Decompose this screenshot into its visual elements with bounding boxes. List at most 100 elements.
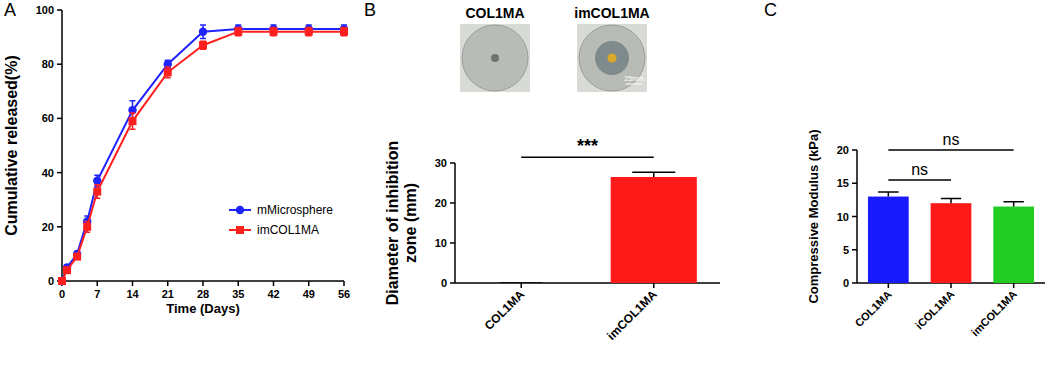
marker [199, 41, 207, 49]
error-bar [941, 199, 961, 204]
significance-line [521, 156, 654, 158]
y-tick [450, 282, 455, 284]
significance-line [888, 149, 1013, 151]
y-tick-label: 20 [435, 197, 447, 209]
x-tick [653, 283, 655, 288]
y-axis [61, 10, 63, 281]
bar [931, 203, 972, 283]
error-bar [341, 28, 347, 36]
category-label: iCOL1MA [913, 288, 957, 332]
significance-label: ns [911, 161, 928, 178]
marker [58, 277, 66, 285]
significance-label: *** [577, 136, 598, 156]
plot-area [868, 192, 1034, 283]
y-tick-label: 10 [435, 237, 447, 249]
y-axis-label: Diameter of inhibitionzone (mm) [384, 141, 419, 305]
petri-dish [462, 25, 528, 91]
panel-letter: C [764, 0, 777, 20]
y-tick [450, 162, 455, 164]
y-axis-label-line: Diameter of inhibition [384, 141, 401, 305]
y-tick [450, 202, 455, 204]
error-bar [84, 221, 90, 232]
y-tick [57, 118, 62, 120]
x-tick-label: 28 [197, 288, 209, 300]
error-bar [94, 185, 100, 199]
y-axis [454, 163, 456, 283]
bar [478, 283, 564, 284]
image-label: imCOL1MA [574, 5, 649, 21]
marker [199, 27, 207, 35]
y-tick [57, 9, 62, 11]
panel-letter: A [4, 0, 16, 20]
x-tick [308, 281, 310, 286]
y-tick [57, 172, 62, 174]
x-tick-label: 7 [94, 288, 100, 300]
series-line [62, 32, 344, 281]
y-tick-label: 10 [837, 211, 849, 223]
y-tick [57, 226, 62, 228]
y-tick-label: 60 [42, 112, 54, 124]
marker [234, 28, 242, 36]
y-tick-label: 0 [441, 277, 447, 289]
x-tick [1013, 283, 1015, 288]
x-axis-label: Time (Days) [166, 301, 239, 316]
bar [611, 177, 697, 283]
legend-label: imCOL1MA [257, 223, 319, 237]
y-tick-label: 100 [36, 4, 54, 16]
x-tick-label: 49 [303, 288, 315, 300]
panel-letter: B [364, 0, 376, 20]
category-label: imCOL1MA [604, 287, 660, 343]
x-tick [238, 281, 240, 286]
marker [58, 277, 66, 285]
bar [993, 207, 1034, 283]
y-tick-label: 20 [837, 144, 849, 156]
marker [83, 223, 91, 231]
y-tick-label: 5 [843, 244, 849, 256]
y-axis-label: Compressive Modulus (kPa) [806, 129, 821, 303]
category-label: COL1MA [852, 288, 893, 329]
petri-dish [579, 25, 645, 91]
y-axis-label-line: zone (mm) [402, 183, 419, 263]
x-tick [521, 283, 523, 288]
y-tick-label: 0 [48, 275, 54, 287]
y-tick-label: 20 [42, 221, 54, 233]
error-bar [1003, 202, 1023, 207]
error-bar [632, 172, 675, 177]
figure: A0204060801000714212835424956Time (Days)… [0, 0, 1059, 365]
scale-label: 25mm [624, 75, 644, 82]
significance-label: ns [943, 131, 960, 148]
marker [340, 28, 348, 36]
error-bar [271, 28, 277, 36]
y-tick [450, 242, 455, 244]
marker [63, 266, 71, 274]
marker [93, 188, 101, 196]
marker [164, 68, 172, 76]
plot-area [58, 25, 348, 285]
y-tick [852, 249, 857, 251]
x-tick-label: 56 [338, 288, 350, 300]
error-bar [306, 28, 312, 36]
significance-line [888, 179, 951, 181]
error-bar [235, 28, 241, 36]
error-bar [130, 113, 136, 129]
photo-bg [577, 24, 647, 92]
x-tick [97, 281, 99, 286]
error-bar [878, 192, 898, 197]
legend-label: mMicrosphere [257, 203, 333, 217]
marker [236, 226, 244, 234]
hydrogel-disc [608, 54, 617, 63]
hydrogel-disc [491, 54, 499, 62]
y-axis-label: Cumulative released(%) [3, 55, 20, 236]
y-tick-label: 40 [42, 167, 54, 179]
x-tick-label: 42 [267, 288, 279, 300]
marker [73, 253, 81, 261]
series-line [62, 29, 344, 281]
panel-c: C05101520Compressive Modulus (kPa)COL1MA… [764, 0, 1045, 338]
marker [305, 28, 313, 36]
marker [270, 28, 278, 36]
x-tick [202, 281, 204, 286]
y-tick [852, 216, 857, 218]
marker [236, 206, 244, 214]
category-label: imCOL1MA [969, 288, 1019, 338]
y-tick-label: 30 [435, 157, 447, 169]
